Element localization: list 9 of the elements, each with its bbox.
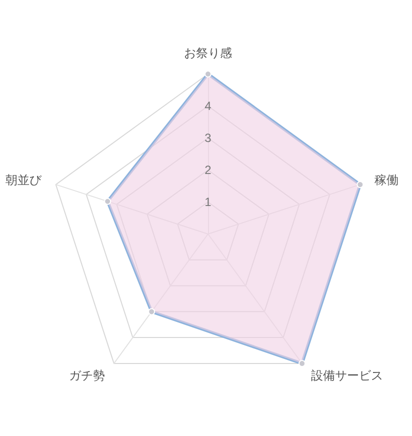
y-tick-label: 4 (204, 99, 212, 113)
y-tick-label: 3 (204, 131, 212, 145)
y-tick-label: 2 (204, 163, 212, 177)
spoke-label: 設備サービス (310, 368, 383, 383)
y-tick-label: 1 (204, 195, 212, 209)
spoke-label: ガチ勢 (69, 368, 106, 383)
spoke-label: 朝並び (6, 172, 43, 187)
spoke-label: 稼働 (374, 172, 398, 187)
spoke-label: お祭り感 (184, 46, 232, 60)
